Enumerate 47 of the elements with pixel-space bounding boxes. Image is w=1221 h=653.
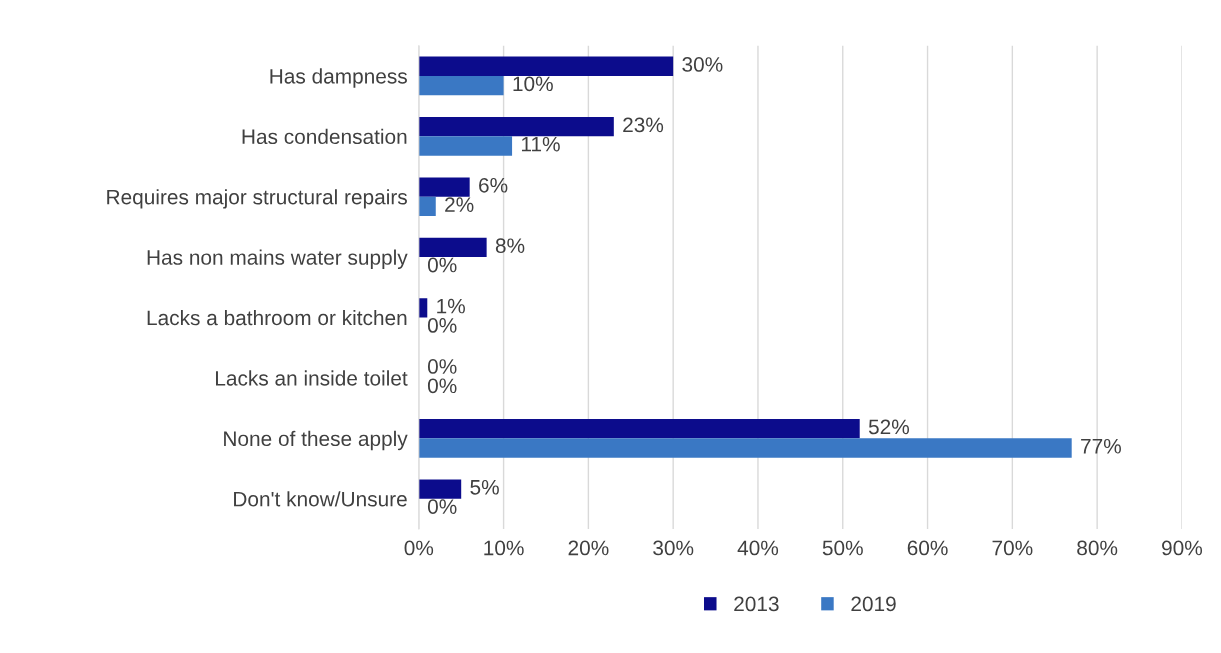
data-label: 8%: [495, 238, 525, 254]
data-label: 5%: [470, 480, 499, 495]
data-label: 52%: [868, 419, 910, 435]
data-label: 0%: [427, 318, 457, 333]
y-tick-label: Don't know/Unsure: [234, 491, 407, 507]
y-tick-label: Has dampness: [270, 68, 407, 88]
y-tick-label: None of these apply: [224, 430, 408, 451]
x-tick-label: 70%: [992, 540, 1033, 556]
data-label: 23%: [623, 117, 664, 133]
y-tick-label: Lacks a bathroom or kitchen: [147, 309, 407, 326]
x-tick-label: 20%: [568, 540, 609, 556]
x-tick-label: 50%: [822, 540, 863, 556]
y-tick-label: Lacks an inside toilet: [216, 370, 408, 386]
data-label: 0%: [427, 257, 457, 273]
bar: [418, 298, 428, 318]
x-tick-label: 0%: [404, 540, 434, 556]
x-tick-label: 60%: [907, 540, 948, 556]
legend-label: 2013: [734, 596, 779, 612]
bar: [418, 116, 614, 137]
bar: [418, 75, 504, 96]
y-tick-label: Has condensation: [242, 128, 407, 145]
bar: [418, 56, 674, 76]
x-tick-label: 80%: [1077, 540, 1118, 556]
bar: [418, 177, 470, 197]
bar: [418, 237, 487, 258]
bar: [418, 419, 860, 439]
x-tick-label: 40%: [737, 540, 779, 556]
data-label: 10%: [513, 76, 553, 92]
data-label: 77%: [1081, 438, 1121, 454]
data-label: 0%: [427, 378, 457, 394]
bar: [418, 479, 462, 499]
data-label: 30%: [682, 57, 723, 72]
data-label: 0%: [427, 499, 457, 514]
bar: [418, 196, 436, 217]
data-label: 1%: [437, 298, 465, 314]
data-label: 6%: [479, 177, 508, 193]
bar: [418, 136, 513, 156]
bar: [418, 438, 1072, 458]
y-tick-label: Requires major structural repairs: [107, 189, 407, 209]
y-tick-label: Has non mains water supply: [147, 249, 408, 269]
data-label: 0%: [427, 359, 457, 374]
x-tick-label: 90%: [1162, 540, 1203, 556]
x-tick-label: 10%: [484, 540, 524, 556]
x-tick-label: 30%: [653, 540, 694, 556]
data-label: 11%: [522, 136, 560, 152]
legend-label: 2019: [851, 596, 896, 612]
data-label: 2%: [445, 197, 474, 212]
